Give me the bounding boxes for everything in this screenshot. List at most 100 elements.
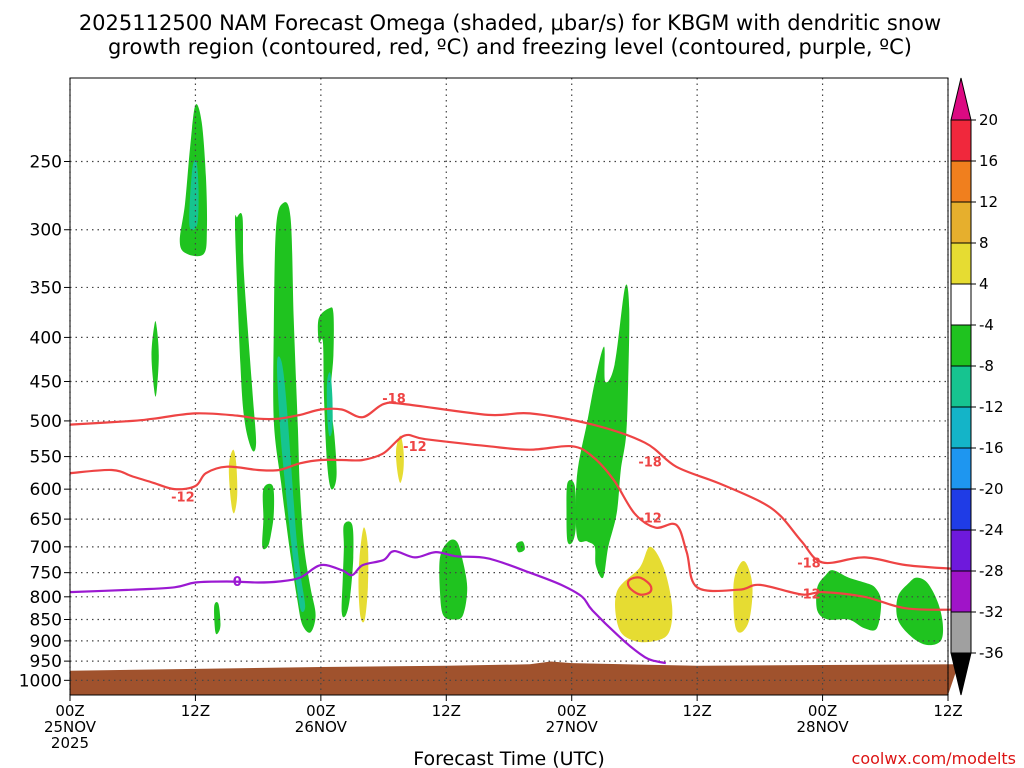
omega-shading [151, 104, 944, 646]
y-axis-ticks: 2503003504004505005506006507007508008509… [19, 153, 70, 691]
colorbar-label: -20 [979, 480, 1004, 498]
colorbar-swatch [950, 570, 972, 613]
y-tick-label: 400 [30, 328, 62, 348]
colorbar-swatch [950, 283, 972, 326]
plot-area: -18 -12 -18 -12 -18 -12 -12 0 [69, 77, 959, 696]
colorbar-label: 16 [979, 152, 998, 170]
x-tick-label: 00Z [808, 702, 837, 720]
x-tick-label: 00Z [557, 702, 586, 720]
colorbar-swatch [950, 242, 972, 285]
x-tick-label: 12Z [682, 702, 711, 720]
colorbar-label: -24 [979, 521, 1004, 539]
omega-region [816, 570, 882, 631]
y-tick-label: 1000 [19, 671, 62, 691]
omega-region [234, 212, 257, 452]
y-tick-label: 750 [30, 564, 62, 584]
colorbar-swatch [950, 119, 972, 162]
omega-region [214, 601, 221, 635]
colorbar-bottom-arrow [950, 652, 972, 696]
omega-region [273, 202, 316, 633]
contour-labels: -18 -12 -18 -12 -18 -12 -12 0 [171, 392, 821, 603]
y-tick-label: 950 [30, 652, 62, 672]
colorbar-label: 12 [979, 193, 998, 211]
ground-layer [70, 661, 959, 695]
colorbar-swatch [950, 447, 972, 490]
x-tick-label: 00Z [306, 702, 335, 720]
colorbar-label: -12 [979, 398, 1004, 416]
colorbar-label: -4 [979, 316, 994, 334]
omega-region [516, 541, 525, 553]
y-tick-label: 850 [30, 611, 62, 631]
omega-region [228, 449, 238, 514]
plot-background [70, 78, 948, 695]
x-tick-label: 00Z [55, 702, 84, 720]
omega-region [341, 521, 354, 618]
omega-region [326, 372, 333, 437]
y-tick-label: 500 [30, 412, 62, 432]
colorbar: 20 16 12 8 4 -4 -8 -12 -16 -20 -24 -28 -32 -36 [950, 77, 1004, 696]
y-tick-label: 450 [30, 372, 62, 392]
contour-label: -12 [171, 491, 195, 506]
x-tick-label: 12Z [432, 702, 461, 720]
contour-label: -12 [797, 588, 821, 603]
omega-region [733, 560, 753, 633]
colorbar-label: -28 [979, 562, 1004, 580]
contour-line [69, 401, 959, 571]
omega-region [395, 435, 404, 483]
contour-line [69, 433, 959, 611]
colorbar-label: -8 [979, 357, 994, 375]
contour-label: -18 [797, 557, 821, 572]
temperature-contours [69, 401, 959, 665]
y-tick-label: 600 [30, 480, 62, 500]
omega-region [575, 284, 630, 579]
y-tick-label: 300 [30, 221, 62, 241]
plot-frame [69, 77, 949, 696]
contour-label: 0 [233, 575, 242, 590]
colorbar-swatch [950, 160, 972, 203]
contour-label: -18 [638, 455, 662, 470]
contour-label: -12 [403, 440, 427, 455]
omega-region [439, 539, 468, 620]
y-tick-label: 250 [30, 153, 62, 173]
contour-label: -12 [638, 511, 662, 526]
omega-region [189, 159, 199, 231]
chart-title-line-1: 2025112500 NAM Forecast Omega (shaded, μ… [79, 11, 941, 35]
y-tick-label: 650 [30, 510, 62, 530]
y-tick-label: 800 [30, 588, 62, 608]
colorbar-label: 8 [979, 234, 989, 252]
credit-text: coolwx.com/modelts [852, 749, 1016, 768]
colorbar-swatch [950, 365, 972, 408]
colorbar-label: 4 [979, 275, 989, 293]
x-tick-label: 12Z [933, 702, 962, 720]
omega-region [276, 356, 306, 613]
colorbar-swatch [950, 488, 972, 531]
x-tick-label: 27NOV [546, 718, 599, 736]
contour-label: -18 [382, 392, 406, 407]
colorbar-label: -36 [979, 644, 1004, 662]
x-tick-label: 12Z [181, 702, 210, 720]
x-tick-label: 26NOV [295, 718, 348, 736]
colorbar-swatch [950, 324, 972, 367]
omega-region [151, 321, 159, 397]
colorbar-swatch [950, 406, 972, 449]
y-tick-label: 350 [30, 278, 62, 298]
y-tick-label: 700 [30, 538, 62, 558]
colorbar-label: -16 [979, 439, 1004, 457]
colorbar-label: 20 [979, 111, 998, 129]
colorbar-label: -32 [979, 603, 1004, 621]
x-tick-label: 28NOV [797, 718, 850, 736]
contour-line [69, 550, 666, 665]
x-tick-label: 25NOV [44, 718, 97, 736]
omega-region [358, 527, 369, 623]
ground-fill [70, 661, 959, 695]
colorbar-top-arrow [950, 77, 972, 121]
omega-region [896, 577, 944, 646]
contour-line [626, 576, 653, 596]
chart-title-line-2: growth region (contoured, red, ºC) and f… [108, 35, 912, 59]
colorbar-swatch [950, 201, 972, 244]
y-tick-label: 900 [30, 632, 62, 652]
colorbar-swatch [950, 611, 972, 654]
x-tick-label: 2025 [51, 734, 89, 752]
